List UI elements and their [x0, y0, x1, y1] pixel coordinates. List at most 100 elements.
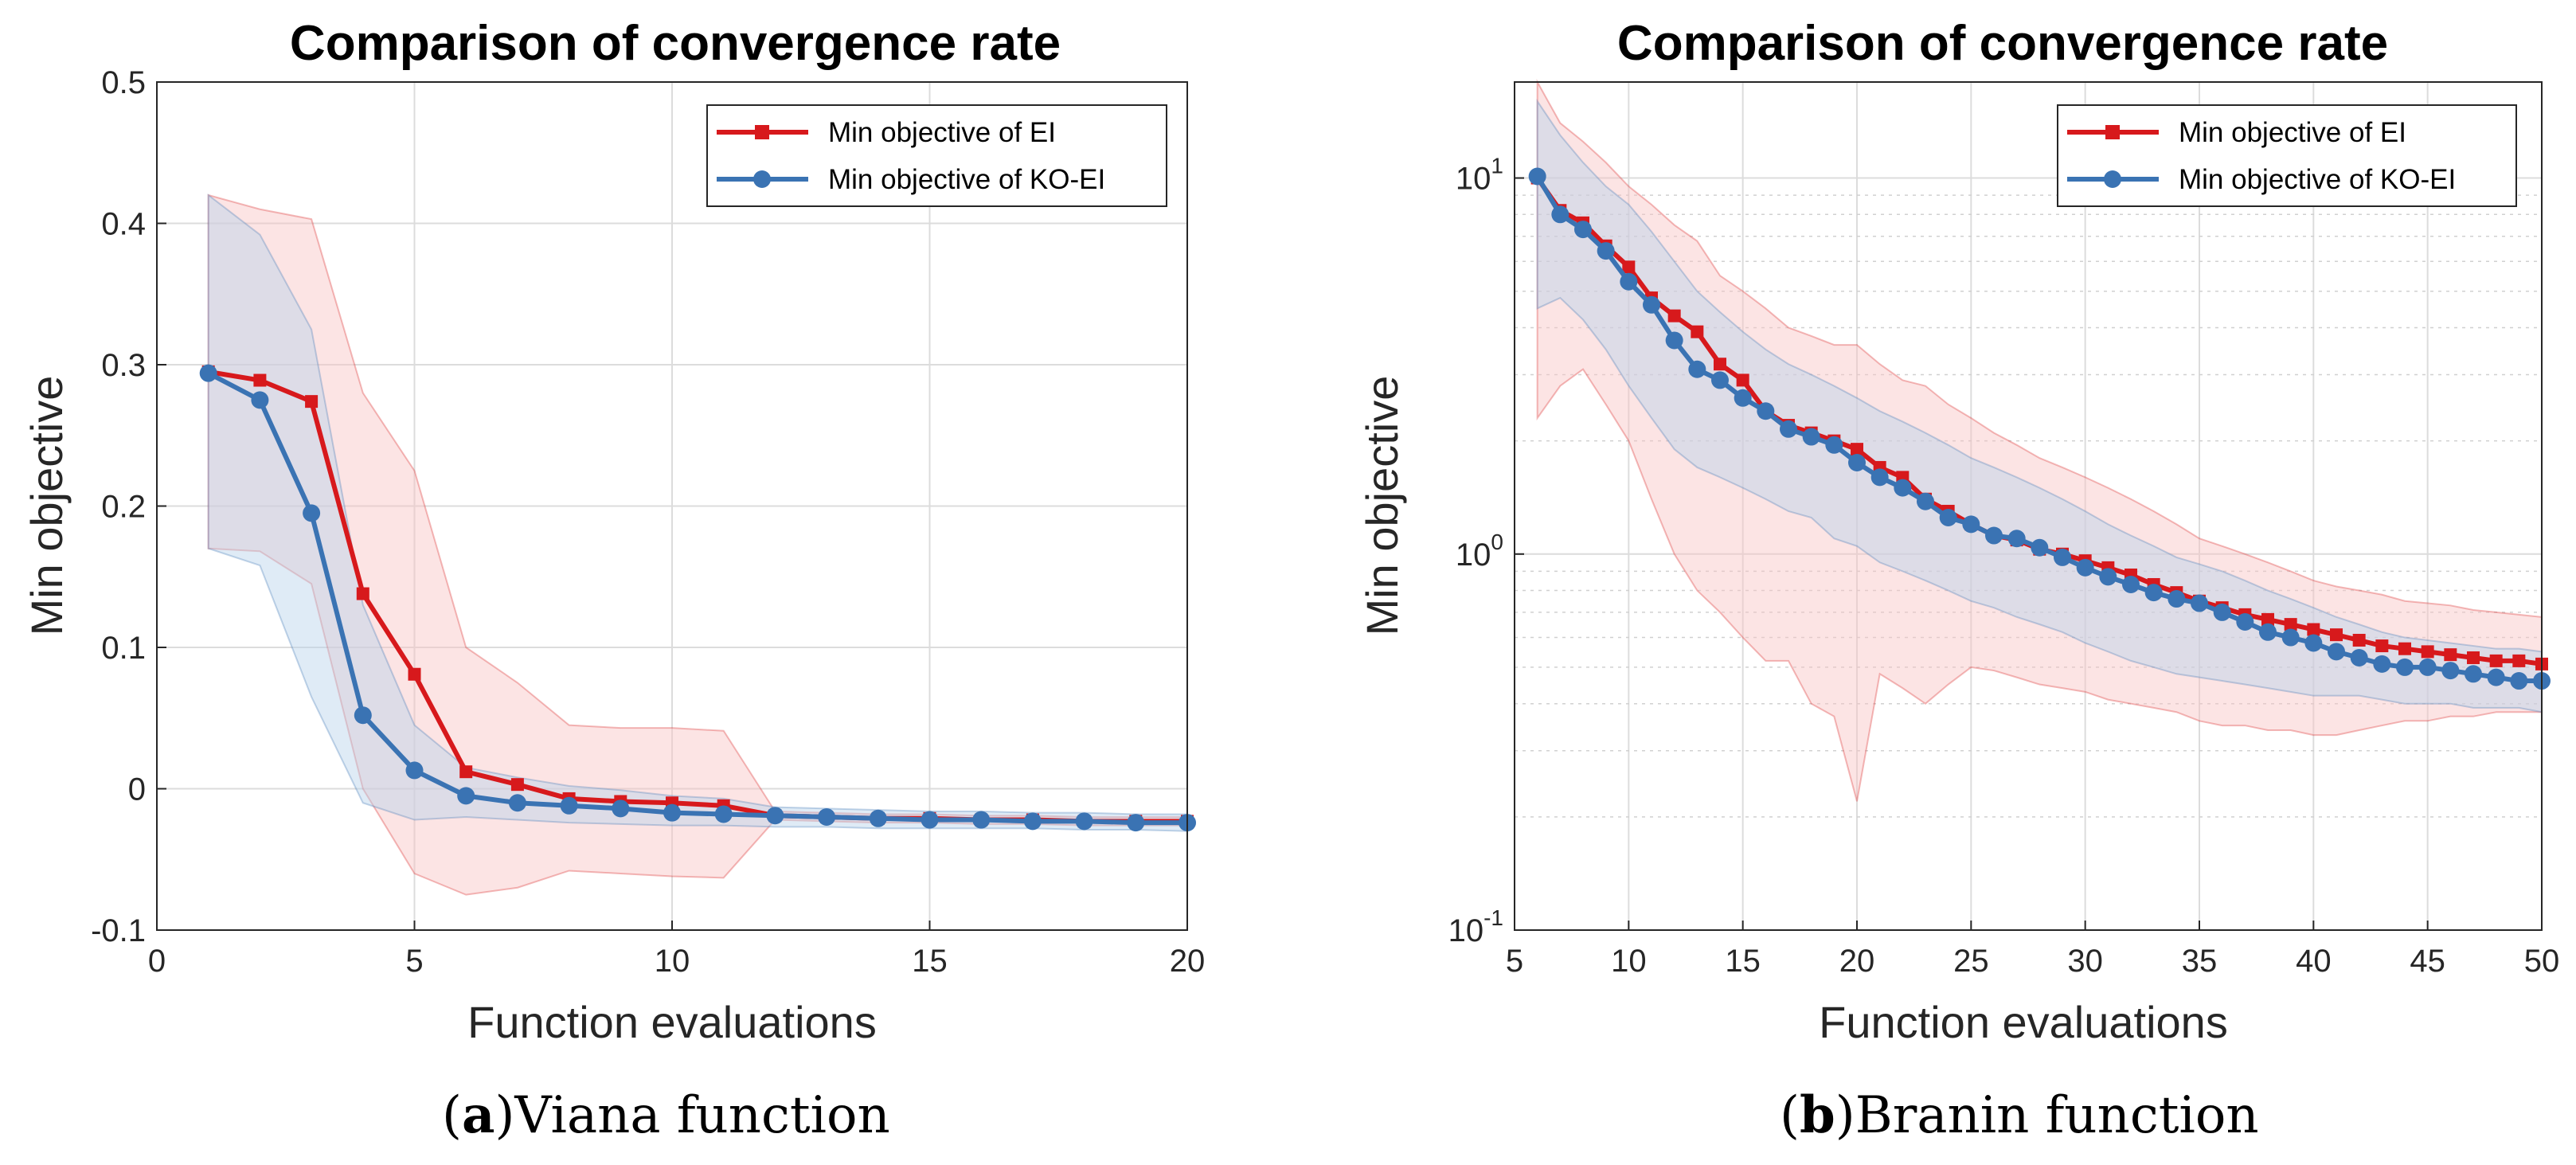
data-point-ei: [2512, 654, 2526, 667]
legend-label-koei: Min objective of KO-EI: [828, 164, 1105, 195]
data-point-koei: [2144, 584, 2163, 602]
data-point-ei: [408, 667, 421, 681]
x-tick-label: 0: [148, 944, 166, 979]
plot-frame: [156, 81, 1188, 931]
data-point-ei: [459, 765, 473, 779]
legend-marker-koei: [2104, 170, 2121, 188]
legend-label-ei: Min objective of EI: [828, 117, 1056, 148]
data-point-ei: [1667, 309, 1681, 323]
plot-frame: [1514, 81, 2543, 931]
data-point-koei: [1688, 360, 1706, 378]
x-tick-label: 50: [2524, 944, 2560, 979]
y-tick-label: 0.5: [101, 65, 146, 100]
y-axis-label: Min objective: [21, 376, 72, 636]
data-point-koei: [303, 504, 321, 522]
data-point-koei: [560, 796, 578, 815]
data-point-koei: [1939, 509, 1957, 527]
x-tick-label: 35: [2182, 944, 2218, 979]
legend-label-koei: Min objective of KO-EI: [2179, 164, 2456, 195]
data-point-ei: [2444, 648, 2457, 662]
y-tick-base: 10: [1456, 538, 1491, 573]
y-tick-label: 0.3: [101, 348, 146, 383]
y-tick-label: -0.1: [91, 913, 146, 948]
x-tick-label: 10: [1611, 944, 1647, 979]
x-axis-label: Function evaluations: [467, 997, 877, 1047]
data-point-koei: [2099, 568, 2117, 586]
x-tick-label: 25: [1953, 944, 1989, 979]
caption-b: (b)Branin function: [1780, 1085, 2259, 1145]
data-point-koei: [1075, 812, 1093, 831]
x-tick-label: 15: [912, 944, 948, 979]
y-tick-exponent: -1: [1483, 905, 1503, 930]
data-point-koei: [1757, 402, 1775, 420]
data-point-koei: [1802, 428, 1820, 446]
y-tick-labels: -0.1 0 0.1 0.2 0.3 0.4 0.5: [91, 65, 146, 948]
chart-viana: Comparison of convergence rate 0 5 10 15 20 …: [21, 16, 1205, 1047]
y-tick-label: 100: [1456, 530, 1503, 573]
data-point-koei: [457, 787, 475, 805]
data-point-ei: [1714, 358, 1726, 371]
data-point-koei: [2328, 643, 2345, 661]
legend-box: [2057, 104, 2517, 207]
x-tick-label: 15: [1725, 944, 1761, 979]
data-point-ei: [1736, 373, 1749, 387]
y-tick-exponent: 1: [1491, 154, 1503, 178]
data-point-koei: [2007, 530, 2026, 548]
data-point-koei: [2304, 634, 2323, 652]
y-tick-label: 101: [1456, 154, 1503, 197]
data-point-koei: [2373, 655, 2391, 673]
legend-box: [706, 104, 1167, 207]
data-point-koei: [1665, 331, 1683, 350]
data-point-koei: [1711, 371, 1729, 389]
data-point-koei: [251, 391, 269, 409]
caption-letter: a: [462, 1085, 494, 1145]
x-tick-label: 20: [1170, 944, 1206, 979]
legend: Min objective of EI Min objective of KO-…: [706, 104, 1167, 207]
data-point-ei: [2330, 628, 2343, 642]
data-point-ei: [2421, 645, 2434, 659]
legend-marker-ei: [2105, 125, 2120, 139]
x-tick-label: 5: [1506, 944, 1523, 979]
chart-title: Comparison of convergence rate: [1617, 16, 2388, 71]
chart-branin: Comparison of convergence rate 5 10 15 20 25…: [1357, 16, 2559, 1047]
caption-paren-open: (: [442, 1086, 462, 1145]
confidence-bands: [207, 193, 1188, 896]
data-point-ei: [2261, 612, 2274, 626]
series-lines: [1528, 167, 2551, 690]
y-tick-exponent: 0: [1491, 530, 1503, 554]
data-point-koei: [1127, 814, 1145, 832]
caption-paren-close: ): [494, 1086, 514, 1145]
caption-text: Branin function: [1855, 1086, 2259, 1145]
data-point-koei: [2191, 594, 2208, 612]
data-point-koei: [869, 809, 887, 827]
x-tick-label: 45: [2410, 944, 2445, 979]
caption-a: (a)Viana function: [442, 1085, 890, 1145]
data-point-ei: [2489, 654, 2503, 667]
y-tick-label: 0.4: [101, 207, 146, 242]
data-point-koei: [612, 799, 630, 818]
x-tick-label: 5: [405, 944, 423, 979]
data-point-koei: [199, 364, 217, 382]
data-point-koei: [1962, 515, 1980, 534]
data-point-koei: [2510, 672, 2528, 690]
data-point-ei: [2307, 623, 2320, 636]
data-point-koei: [1985, 526, 2003, 545]
data-point-koei: [714, 805, 733, 823]
legend-marker-koei: [753, 170, 771, 188]
x-tick-label: 40: [2296, 944, 2332, 979]
data-point-ei: [2375, 639, 2389, 653]
data-point-koei: [818, 808, 836, 826]
data-point-koei: [405, 761, 424, 780]
data-point-koei: [1917, 492, 1934, 510]
data-point-koei: [921, 811, 939, 829]
caption-letter: b: [1800, 1085, 1835, 1145]
x-axis-label: Function evaluations: [1819, 997, 2228, 1047]
data-point-koei: [354, 706, 372, 725]
data-point-koei: [1620, 272, 1638, 291]
data-point-koei: [766, 807, 784, 825]
legend-marker-ei: [755, 125, 769, 139]
data-point-koei: [2076, 558, 2094, 577]
x-tick-labels: 0 5 10 15 20: [148, 944, 1205, 979]
data-point-koei: [2350, 648, 2368, 667]
